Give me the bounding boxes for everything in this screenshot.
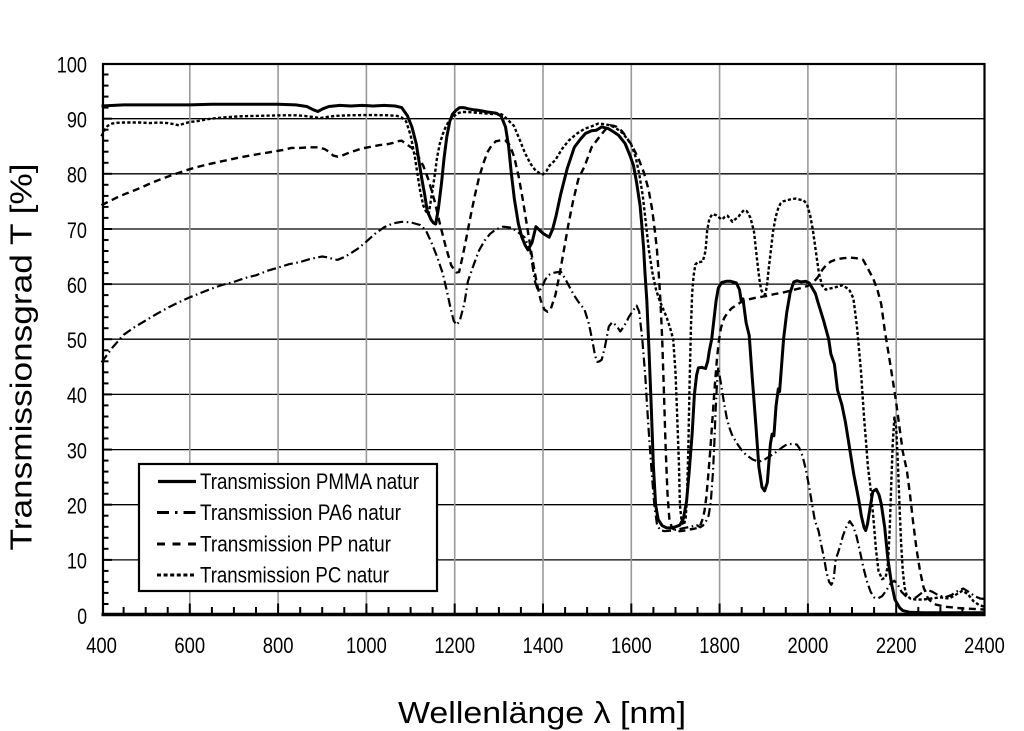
- svg-text:90: 90: [67, 108, 87, 133]
- svg-text:10: 10: [67, 549, 87, 574]
- svg-text:50: 50: [67, 328, 87, 353]
- svg-text:Transmission PMMA natur: Transmission PMMA natur: [200, 469, 419, 494]
- svg-text:30: 30: [67, 438, 87, 463]
- svg-text:1800: 1800: [699, 633, 740, 658]
- svg-text:70: 70: [67, 218, 87, 243]
- svg-text:Transmission PA6 natur: Transmission PA6 natur: [200, 500, 401, 525]
- svg-text:1200: 1200: [434, 633, 475, 658]
- svg-text:0: 0: [77, 604, 87, 629]
- svg-text:Transmission PC natur: Transmission PC natur: [200, 563, 389, 588]
- svg-text:Transmissionsgrad T [%]: Transmissionsgrad T [%]: [4, 164, 39, 551]
- svg-text:2000: 2000: [788, 633, 829, 658]
- svg-text:600: 600: [174, 633, 205, 658]
- svg-text:1600: 1600: [611, 633, 652, 658]
- svg-text:100: 100: [57, 52, 87, 77]
- svg-text:400: 400: [86, 633, 117, 658]
- svg-text:2400: 2400: [964, 633, 1005, 658]
- svg-text:1400: 1400: [523, 633, 564, 658]
- svg-text:Wellenlänge λ [nm]: Wellenlänge λ [nm]: [398, 695, 686, 730]
- svg-text:20: 20: [67, 494, 87, 519]
- svg-text:60: 60: [67, 273, 87, 298]
- svg-text:40: 40: [67, 383, 87, 408]
- svg-text:Transmission PP natur: Transmission PP natur: [200, 532, 391, 557]
- svg-text:800: 800: [263, 633, 294, 658]
- svg-text:1000: 1000: [346, 633, 387, 658]
- svg-text:2200: 2200: [876, 633, 917, 658]
- svg-text:80: 80: [67, 163, 87, 188]
